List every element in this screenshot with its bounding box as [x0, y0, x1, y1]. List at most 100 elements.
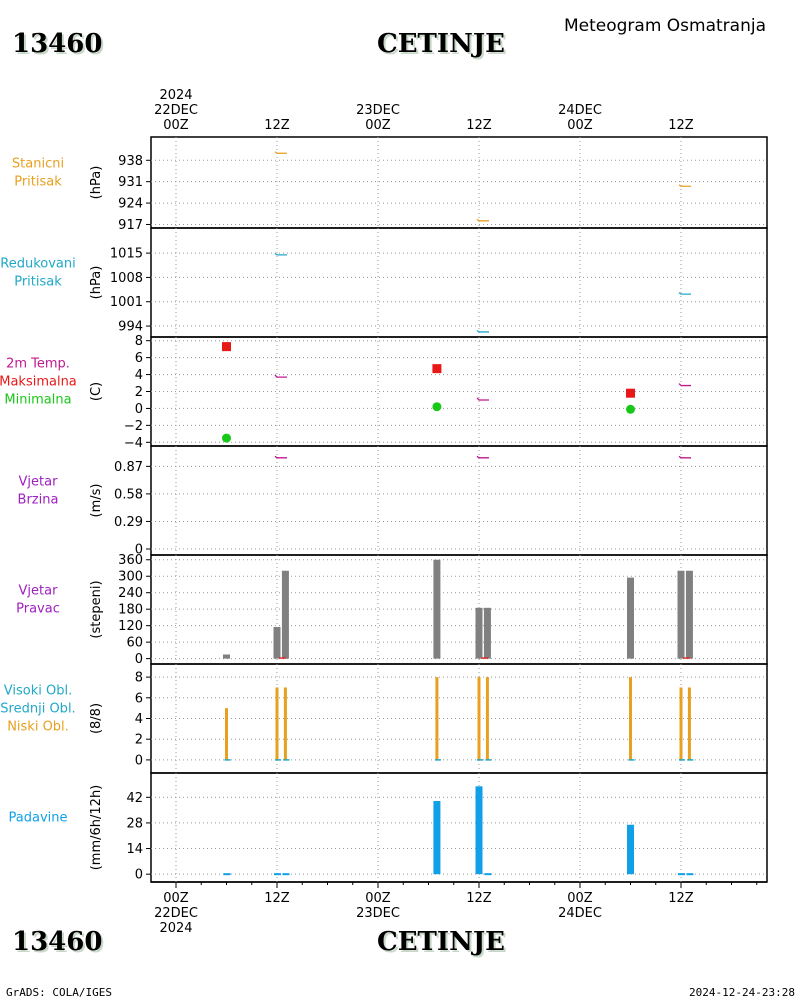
min-temp-marker [222, 433, 231, 443]
y-tick-label: 6 [135, 351, 143, 366]
bar [275, 687, 279, 760]
y-tick-label: 300 [118, 570, 143, 585]
y-tick-label: 924 [118, 197, 143, 212]
panel-side-label: Niski Obl. [7, 720, 69, 735]
panel-cloud-cover: 0 2 4 6 8 (8/8) Visoki Obl. Srednji Obl. Niski O… [0, 663, 768, 774]
y-tick-label: 917 [118, 218, 143, 233]
panel-side-label: Visoki Obl. [4, 684, 72, 699]
data-point [476, 218, 489, 222]
y-axis-label: (8/8) [89, 703, 104, 734]
panel-temperature: −4 −2 0 2 4 6 8 (C) 2m Temp. Maksimalna Minimalna [0, 334, 768, 451]
y-tick-label: 60 [126, 636, 143, 651]
panel-side-label: 2m Temp. [6, 357, 70, 372]
bar [627, 577, 634, 659]
station-id-shadow-top: 13460 [14, 31, 104, 61]
panel-side-label: Padavine [9, 811, 68, 826]
panel-side-label: Vjetar [19, 475, 59, 490]
time-label-bottom: 00Z [365, 891, 391, 906]
y-tick-label: 0 [135, 652, 143, 667]
panel-side-label: Vjetar [19, 584, 59, 599]
station-name-shadow-top: CETINJE [379, 31, 507, 61]
panel-side-label: Brzina [18, 493, 59, 508]
time-label-top: 00Z [567, 118, 593, 133]
bar [223, 654, 230, 659]
temp-marker [678, 383, 691, 387]
y-tick-label: 180 [118, 603, 143, 618]
bar [477, 677, 481, 760]
panel-side-label: Pritisak [14, 275, 62, 290]
time-label-bottom: 2024 [159, 921, 192, 936]
max-temp-marker [626, 388, 635, 398]
panel-side-label: Pravac [16, 602, 60, 617]
bar [677, 570, 685, 659]
panel-frame [150, 772, 768, 883]
bar [629, 677, 632, 760]
time-label-bottom: 22DEC [154, 906, 198, 921]
time-label-bottom: 23DEC [356, 906, 400, 921]
bar [485, 677, 489, 760]
y-axis-label: (m/s) [89, 484, 104, 518]
y-tick-label: 2 [135, 385, 143, 400]
max-temp-marker [222, 342, 231, 352]
temp-marker [274, 374, 287, 378]
station-name-bottom: CETINJE [377, 927, 505, 957]
time-label-bottom: 12Z [466, 891, 492, 906]
time-label-bottom: 00Z [163, 891, 189, 906]
bar [687, 687, 691, 760]
y-tick-label: −4 [124, 436, 143, 451]
y-tick-label: 240 [118, 586, 143, 601]
panel-precipitation: 0 14 28 42 (mm/6h/12h) Padavine [9, 772, 768, 883]
y-tick-label: 2 [135, 733, 143, 748]
data-point [476, 455, 489, 459]
data-point [274, 455, 287, 459]
meteogram-title: Meteogram Osmatranja [564, 16, 766, 36]
time-label-top: 12Z [466, 118, 492, 133]
y-tick-label: 8 [135, 671, 143, 686]
y-axis-label: (mm/6h/12h) [89, 785, 104, 871]
panel-side-label: Minimalna [4, 393, 71, 408]
time-label-top: 24DEC [558, 103, 602, 118]
y-tick-label: 0 [135, 868, 143, 883]
y-tick-label: 994 [118, 320, 143, 335]
panel-reduced-pressure: 994 1001 1008 1015 (hPa) Redukovani Pritisak [0, 227, 768, 338]
panel-frame [150, 136, 768, 229]
time-label-bottom: 00Z [567, 891, 593, 906]
bar [483, 607, 491, 659]
y-tick-label: 0.29 [114, 515, 143, 530]
panel-side-label: Stanicni [12, 157, 64, 172]
time-label-top: 2024 [159, 88, 192, 103]
panel-side-label: Redukovani [0, 257, 75, 272]
bar [281, 570, 289, 659]
station-id-shadow-bottom: 13460 [14, 929, 104, 959]
y-tick-label: 42 [126, 791, 143, 806]
header: Meteogram Osmatranja 13460 13460 CETINJE… [12, 16, 766, 61]
time-label-top: 12Z [668, 118, 694, 133]
panel-station-pressure: 917 924 931 938 (hPa) Stanicni Pritisak [12, 136, 768, 233]
time-label-top: 00Z [365, 118, 391, 133]
time-label-top: 12Z [264, 118, 290, 133]
data-point [678, 455, 691, 459]
min-temp-marker [432, 402, 442, 412]
panel-side-label: Srednji Obl. [0, 702, 75, 717]
bar [685, 570, 693, 659]
y-tick-label: 1001 [110, 295, 143, 310]
bar [627, 824, 634, 875]
bar [435, 677, 439, 760]
y-tick-label: 1015 [110, 247, 143, 262]
panel-frame [150, 445, 768, 556]
y-tick-label: 8 [135, 334, 143, 349]
footer-left: GrADS: COLA/IGES [6, 986, 112, 999]
panel-wind-speed: 0 0.29 0.58 0.87 (m/s) Vjetar Brzina [18, 445, 768, 558]
time-label-top: 22DEC [154, 103, 198, 118]
y-tick-label: 931 [118, 175, 143, 190]
station-id-top: 13460 [12, 29, 102, 59]
y-tick-label: 360 [118, 553, 143, 568]
bar [475, 786, 483, 875]
y-tick-label: 4 [135, 368, 143, 383]
y-tick-label: 4 [135, 712, 143, 727]
time-label-top: 00Z [163, 118, 189, 133]
y-axis-label: (hPa) [89, 266, 104, 300]
bar [273, 627, 281, 659]
panel-side-label: Pritisak [14, 175, 62, 190]
